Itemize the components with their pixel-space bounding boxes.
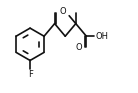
Text: F: F	[28, 70, 33, 79]
Text: O: O	[75, 43, 82, 52]
Text: OH: OH	[95, 32, 108, 41]
Text: O: O	[59, 7, 66, 16]
